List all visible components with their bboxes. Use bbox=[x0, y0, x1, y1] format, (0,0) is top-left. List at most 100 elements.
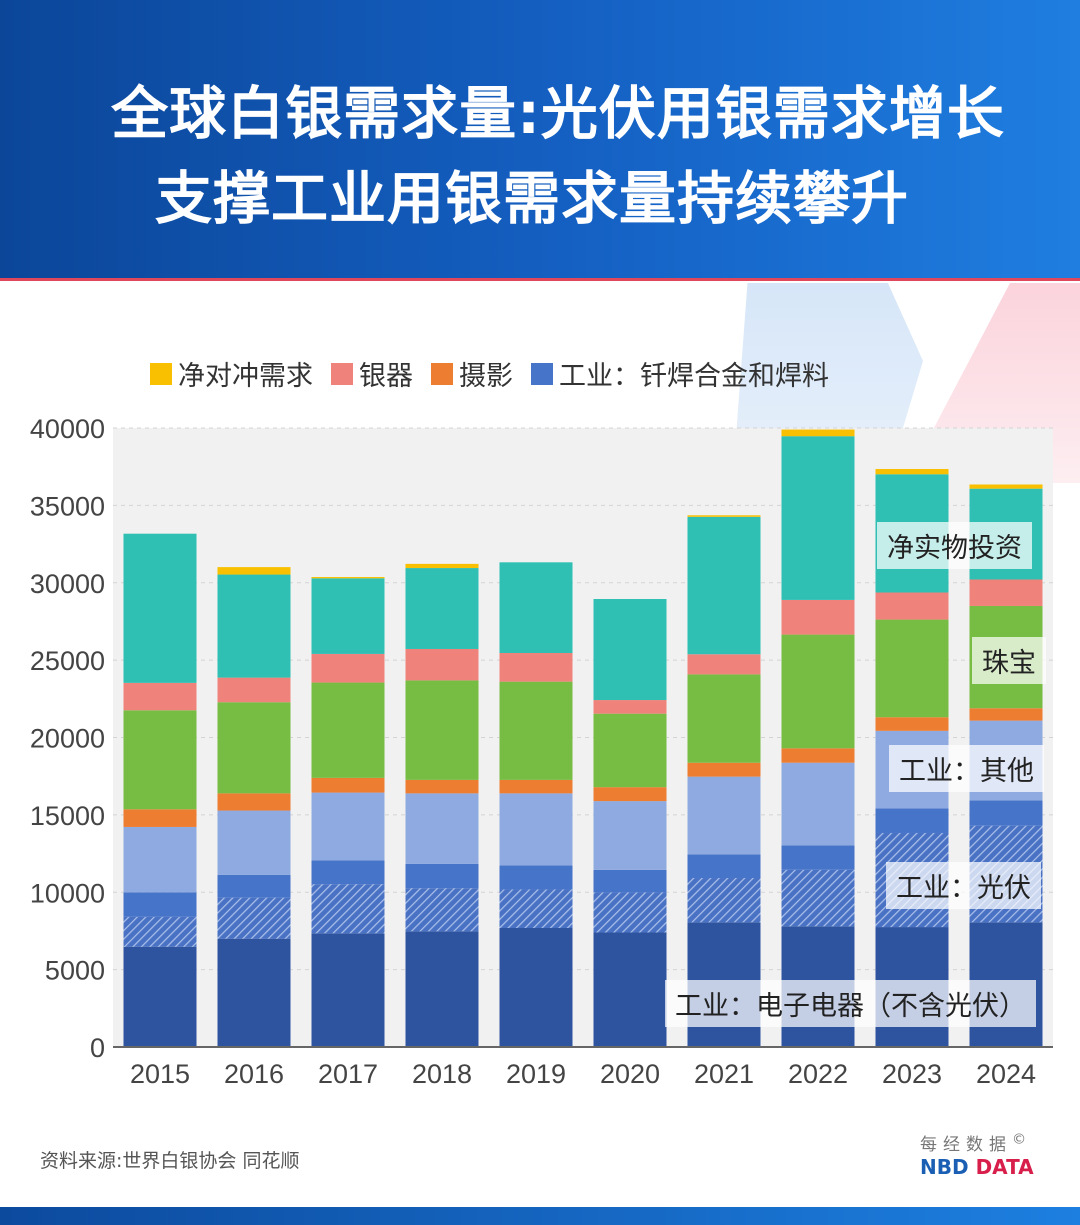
x-tick-label: 2017 bbox=[318, 1059, 378, 1089]
bar-segment-2016-6 bbox=[217, 677, 291, 703]
bar-segment-2023-6 bbox=[875, 592, 949, 620]
legend-label: 摄影 bbox=[459, 361, 513, 392]
bar-segment-2020-6 bbox=[593, 700, 667, 714]
bar-segment-2016-4 bbox=[217, 793, 291, 811]
bar-segment-2019-0 bbox=[499, 927, 573, 1047]
x-tick-label: 2021 bbox=[694, 1059, 754, 1089]
chart-legend: 净对冲需求 银器 摄影 工业：钎焊合金和焊料 bbox=[150, 354, 829, 393]
y-tick-label: 15000 bbox=[30, 801, 105, 831]
legend-item: 工业：钎焊合金和焊料 bbox=[531, 354, 829, 393]
legend-item: 净对冲需求 bbox=[150, 354, 313, 393]
bar-segment-2017-5 bbox=[311, 682, 385, 778]
legend-item: 银器 bbox=[331, 354, 413, 393]
bar-segment-2019-3 bbox=[499, 793, 573, 866]
bar-segment-2017-8 bbox=[311, 577, 385, 579]
title-line-2: 支撑工业用银需求量持续攀升 bbox=[155, 166, 909, 232]
bar-segment-2022-6 bbox=[781, 599, 855, 635]
bar-segment-2015-0 bbox=[123, 946, 197, 1047]
bar-segment-2021-5 bbox=[687, 674, 761, 763]
x-tick-label: 2023 bbox=[882, 1059, 942, 1089]
x-tick-label: 2015 bbox=[130, 1059, 190, 1089]
bar-segment-2023-5 bbox=[875, 619, 949, 718]
bar-segment-2023-4 bbox=[875, 717, 949, 731]
series-inline-label: 珠宝 bbox=[972, 637, 1046, 684]
series-inline-label: 工业：其他 bbox=[889, 745, 1044, 792]
bar-segment-2017-7 bbox=[311, 578, 385, 654]
bar-segment-2018-4 bbox=[405, 779, 479, 794]
footer-bar bbox=[0, 1207, 1080, 1225]
bar-segment-2020-4 bbox=[593, 787, 667, 802]
series-inline-label: 工业：光伏 bbox=[886, 862, 1041, 909]
x-tick-label: 2018 bbox=[412, 1059, 472, 1089]
bar-segment-2018-2 bbox=[405, 863, 479, 889]
bar-segment-2016-3 bbox=[217, 810, 291, 875]
bar-segment-2019-4 bbox=[499, 779, 573, 794]
logo-copyright: © bbox=[1012, 1131, 1033, 1148]
bar-segment-2019-7 bbox=[499, 562, 573, 654]
y-tick-label: 0 bbox=[90, 1033, 105, 1063]
legend-swatch bbox=[431, 362, 453, 385]
logo-nbd: NBD bbox=[920, 1155, 969, 1179]
bar-segment-2018-0 bbox=[405, 931, 479, 1047]
header-banner: 全球白银需求量:光伏用银需求增长 支撑工业用银需求量持续攀升 bbox=[0, 0, 1080, 281]
legend-swatch bbox=[150, 362, 172, 385]
bar-segment-2022-8 bbox=[781, 429, 855, 437]
legend-item: 摄影 bbox=[431, 354, 513, 393]
bar-segment-2016-1 bbox=[217, 897, 291, 939]
legend-label: 银器 bbox=[359, 361, 413, 392]
bar-segment-2017-3 bbox=[311, 792, 385, 861]
bar-segment-2015-2 bbox=[123, 892, 197, 917]
bar-segment-2019-5 bbox=[499, 681, 573, 780]
bar-segment-2017-6 bbox=[311, 653, 385, 683]
bar-segment-2020-0 bbox=[593, 932, 667, 1047]
legend-label: 工业：钎焊合金和焊料 bbox=[559, 361, 829, 392]
legend-swatch bbox=[531, 362, 553, 385]
series-inline-label: 净实物投资 bbox=[877, 522, 1032, 569]
bar-segment-2015-7 bbox=[123, 533, 197, 683]
title-line-1: 全球白银需求量:光伏用银需求增长 bbox=[111, 81, 1005, 147]
y-tick-label: 25000 bbox=[30, 646, 105, 676]
y-tick-label: 30000 bbox=[30, 569, 105, 599]
bar-segment-2024-6 bbox=[969, 579, 1043, 606]
bar-segment-2015-4 bbox=[123, 809, 197, 827]
x-tick-label: 2022 bbox=[788, 1059, 848, 1089]
nbd-data-logo: 每经数据© NBD DATA bbox=[920, 1130, 1034, 1179]
bar-segment-2020-3 bbox=[593, 801, 667, 870]
bar-segment-2022-3 bbox=[781, 762, 855, 846]
bar-segment-2016-5 bbox=[217, 702, 291, 794]
bar-segment-2017-2 bbox=[311, 860, 385, 885]
bar-segment-2020-2 bbox=[593, 869, 667, 893]
x-tick-label: 2016 bbox=[224, 1059, 284, 1089]
x-tick-label: 2024 bbox=[976, 1059, 1036, 1089]
bar-segment-2022-4 bbox=[781, 748, 855, 763]
series-inline-label: 工业：电子电器（不含光伏） bbox=[665, 980, 1036, 1027]
bar-segment-2017-1 bbox=[311, 884, 385, 934]
bar-segment-2021-3 bbox=[687, 776, 761, 855]
bar-segment-2024-8 bbox=[969, 484, 1043, 489]
x-tick-label: 2020 bbox=[600, 1059, 660, 1089]
source-note: 资料来源:世界白银协会 同花顺 bbox=[40, 1150, 300, 1172]
bar-segment-2024-4 bbox=[969, 708, 1043, 721]
bar-segment-2018-1 bbox=[405, 888, 479, 932]
y-tick-label: 40000 bbox=[30, 414, 105, 444]
bar-segment-2021-1 bbox=[687, 878, 761, 923]
bar-segment-2015-6 bbox=[123, 682, 197, 711]
bar-segment-2023-2 bbox=[875, 808, 949, 833]
bar-segment-2022-7 bbox=[781, 436, 855, 600]
bar-segment-2019-2 bbox=[499, 865, 573, 890]
legend-label: 净对冲需求 bbox=[178, 361, 313, 392]
bar-segment-2022-2 bbox=[781, 845, 855, 870]
y-tick-label: 10000 bbox=[30, 878, 105, 908]
bar-segment-2020-5 bbox=[593, 713, 667, 788]
bar-segment-2015-3 bbox=[123, 826, 197, 893]
bar-segment-2018-6 bbox=[405, 648, 479, 681]
bar-segment-2023-8 bbox=[875, 469, 949, 475]
bar-segment-2016-8 bbox=[217, 567, 291, 575]
bar-segment-2015-1 bbox=[123, 916, 197, 947]
bar-segment-2021-4 bbox=[687, 762, 761, 777]
bar-segment-2021-6 bbox=[687, 654, 761, 675]
bar-segment-2020-7 bbox=[593, 598, 667, 701]
bar-segment-2019-6 bbox=[499, 653, 573, 682]
bar-segment-2016-2 bbox=[217, 874, 291, 898]
bar-segment-2024-2 bbox=[969, 800, 1043, 826]
